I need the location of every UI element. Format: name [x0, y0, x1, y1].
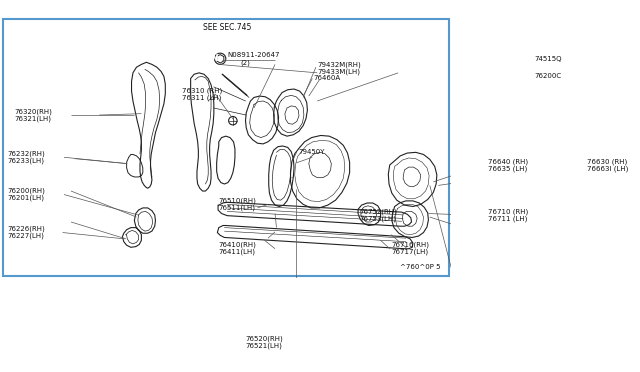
- Text: 76511(LH): 76511(LH): [219, 205, 256, 211]
- Text: 76232(RH): 76232(RH): [8, 151, 45, 157]
- Text: 76630 (RH): 76630 (RH): [587, 158, 627, 165]
- Text: 76227(LH): 76227(LH): [8, 233, 45, 239]
- Text: 79450Y: 79450Y: [298, 149, 324, 155]
- Text: 76717(LH): 76717(LH): [391, 249, 428, 256]
- Text: 76520(RH): 76520(RH): [246, 336, 284, 342]
- Text: 76200C: 76200C: [534, 73, 561, 79]
- Text: 76510(RH): 76510(RH): [219, 198, 257, 204]
- Text: N08911-20647: N08911-20647: [227, 52, 280, 58]
- Text: 76226(RH): 76226(RH): [8, 226, 45, 232]
- Text: 76200(RH): 76200(RH): [8, 188, 45, 194]
- Text: 76311 (LH): 76311 (LH): [182, 94, 221, 101]
- Circle shape: [213, 57, 218, 61]
- Text: 76410(RH): 76410(RH): [219, 242, 257, 248]
- Text: ^760^0P 5: ^760^0P 5: [400, 264, 440, 270]
- Text: 76716(RH): 76716(RH): [391, 242, 429, 248]
- Text: 74515Q: 74515Q: [534, 56, 561, 62]
- Text: 76201(LH): 76201(LH): [8, 195, 45, 201]
- Text: SEE SEC.745: SEE SEC.745: [203, 23, 252, 32]
- Text: 76411(LH): 76411(LH): [219, 249, 256, 256]
- Text: 76321(LH): 76321(LH): [15, 115, 52, 122]
- Text: 76460A: 76460A: [314, 76, 341, 81]
- Text: 76711 (LH): 76711 (LH): [488, 216, 527, 222]
- Text: 79433M(LH): 79433M(LH): [317, 68, 360, 75]
- Text: N: N: [211, 56, 217, 62]
- Text: 76310 (RH): 76310 (RH): [182, 87, 223, 94]
- Text: N: N: [211, 54, 218, 63]
- Text: 76233(LH): 76233(LH): [8, 157, 45, 164]
- Text: 76640 (RH): 76640 (RH): [488, 158, 529, 165]
- Text: 76635 (LH): 76635 (LH): [488, 165, 527, 172]
- Text: 76521(LH): 76521(LH): [246, 343, 282, 349]
- Text: 76663I (LH): 76663I (LH): [587, 165, 628, 172]
- Text: 76752(RH): 76752(RH): [360, 209, 397, 215]
- Text: 76710 (RH): 76710 (RH): [488, 209, 528, 215]
- Text: (2): (2): [240, 59, 250, 65]
- Text: 76753(LH): 76753(LH): [360, 216, 396, 222]
- Text: 79432M(RH): 79432M(RH): [317, 61, 361, 68]
- Text: 76320(RH): 76320(RH): [15, 108, 52, 115]
